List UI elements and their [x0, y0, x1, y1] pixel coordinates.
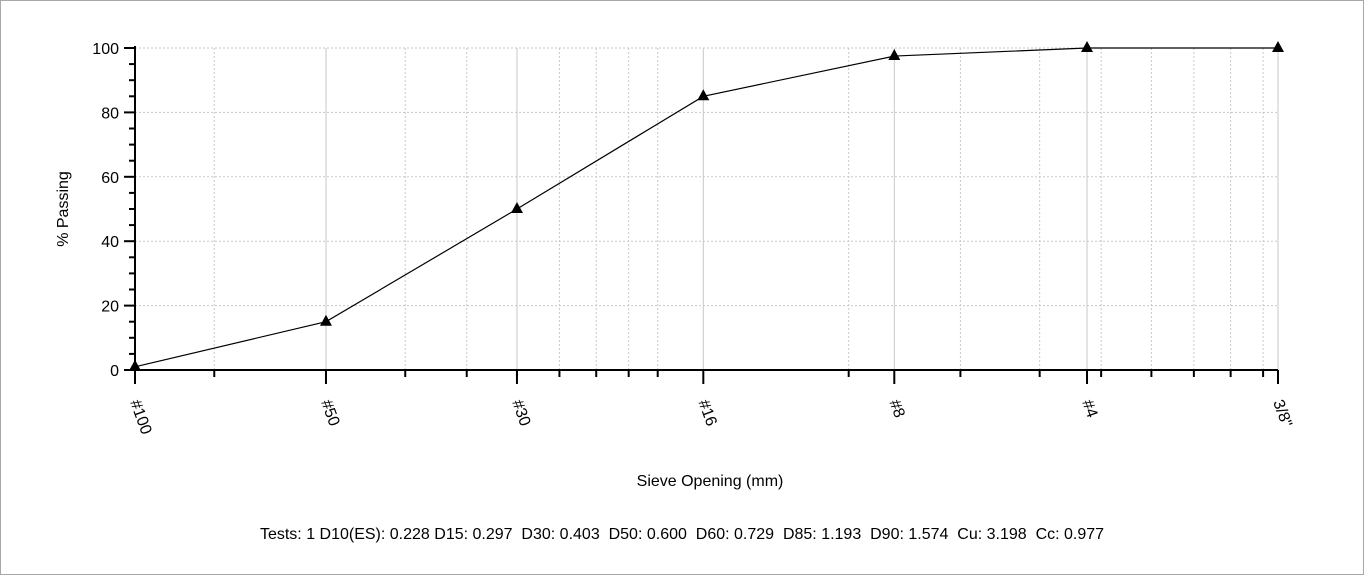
data-point-marker — [1272, 41, 1284, 52]
y-axis-title: % Passing — [55, 171, 72, 247]
data-point-marker — [319, 314, 332, 326]
x-tick-label: #4 — [1078, 398, 1100, 421]
x-tick-label: 3/8" — [1269, 398, 1295, 430]
x-tick-label: #16 — [695, 398, 720, 429]
y-tick-label: 20 — [101, 299, 119, 316]
data-point-marker — [1081, 41, 1094, 52]
y-tick-label: 100 — [92, 41, 119, 58]
data-point-marker — [697, 89, 710, 101]
data-point-marker — [888, 49, 901, 61]
y-tick-label: 0 — [110, 363, 119, 380]
x-tick-label: #30 — [508, 398, 533, 429]
x-axis-title: Sieve Opening (mm) — [637, 473, 784, 490]
series-layer — [129, 41, 1284, 371]
y-tick-label: 80 — [101, 105, 119, 122]
gradation-stats-line: Tests: 1 D10(ES): 0.228 D15: 0.297 D30: … — [259, 526, 1105, 543]
y-tick-label: 40 — [101, 234, 119, 251]
data-point-marker — [129, 359, 141, 371]
y-tick-label: 60 — [101, 170, 119, 187]
x-tick-label: #8 — [886, 398, 908, 421]
x-tick-label: #100 — [126, 398, 154, 437]
x-tick-label: #50 — [317, 398, 342, 429]
axes-layer: 0 20 40 60 80 100 #100 #50 #30 #16 #8 #4 3/8" — [92, 41, 1294, 437]
data-point-marker — [510, 202, 523, 213]
